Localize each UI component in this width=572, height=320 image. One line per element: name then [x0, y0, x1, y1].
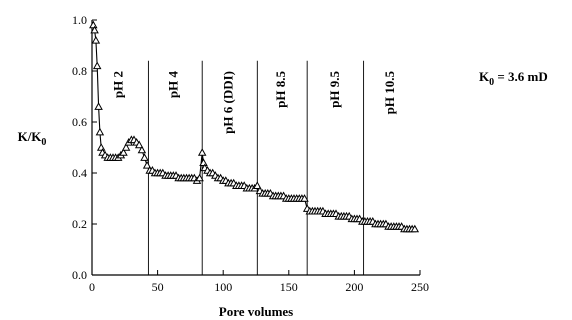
series-line — [92, 24, 415, 230]
region-labels: pH 2 pH 4 pH 6 (DDI) pH 8.5 pH 9.5 pH 10.5 — [111, 71, 398, 134]
y-tick-label: 0.2 — [72, 217, 87, 231]
data-points — [89, 20, 420, 233]
region-label: pH 10.5 — [382, 71, 397, 115]
data-point — [195, 173, 204, 182]
x-axis-title: Pore volumes — [219, 304, 294, 319]
data-point — [410, 224, 420, 233]
data-point — [94, 102, 103, 110]
y-axis-title-main: K/K — [18, 129, 43, 144]
ticks: 0 50 100 150 200 250 0.0 0.2 0.4 0.6 0.8 1.0 — [72, 13, 429, 294]
data-point — [142, 160, 152, 169]
data-point — [119, 148, 128, 156]
k0-annotation-prefix: K — [479, 69, 490, 84]
data-point — [199, 158, 208, 166]
data-point — [89, 20, 98, 29]
k0-annotation: K0 = 3.6 mD — [479, 69, 548, 88]
y-tick-label: 1.0 — [72, 13, 87, 27]
x-tick-label: 100 — [214, 280, 232, 294]
data-point — [197, 148, 207, 156]
y-axis-title-sub: 0 — [41, 137, 46, 148]
y-tick-label: 0.4 — [72, 166, 87, 180]
x-tick-label: 0 — [89, 280, 95, 294]
y-tick-label: 0.8 — [72, 64, 87, 78]
data-point — [95, 127, 105, 136]
y-axis-title: K/K0 — [18, 129, 47, 148]
region-label: pH 9.5 — [327, 71, 342, 108]
region-label: pH 8.5 — [273, 71, 288, 108]
x-tick-label: 200 — [345, 280, 363, 294]
x-tick-label: 250 — [411, 280, 429, 294]
data-point — [91, 35, 101, 44]
region-label: pH 6 (DDI) — [221, 71, 236, 134]
k0-annotation-sub: 0 — [489, 77, 494, 88]
axes — [91, 20, 420, 276]
data-point — [140, 153, 149, 161]
data-point — [90, 25, 99, 34]
data-point — [92, 61, 102, 70]
data-point — [96, 143, 106, 151]
region-label: pH 4 — [166, 71, 181, 99]
data-point — [253, 181, 262, 189]
region-label: pH 2 — [111, 71, 126, 98]
data-point — [134, 140, 144, 149]
x-tick-label: 50 — [152, 280, 164, 294]
data-point — [137, 145, 147, 154]
data-point — [300, 194, 309, 202]
k0-annotation-rest: = 3.6 mD — [494, 69, 548, 84]
x-tick-label: 150 — [280, 280, 298, 294]
data-point — [121, 143, 131, 151]
y-tick-label: 0.0 — [72, 268, 87, 282]
y-tick-label: 0.6 — [72, 115, 87, 129]
